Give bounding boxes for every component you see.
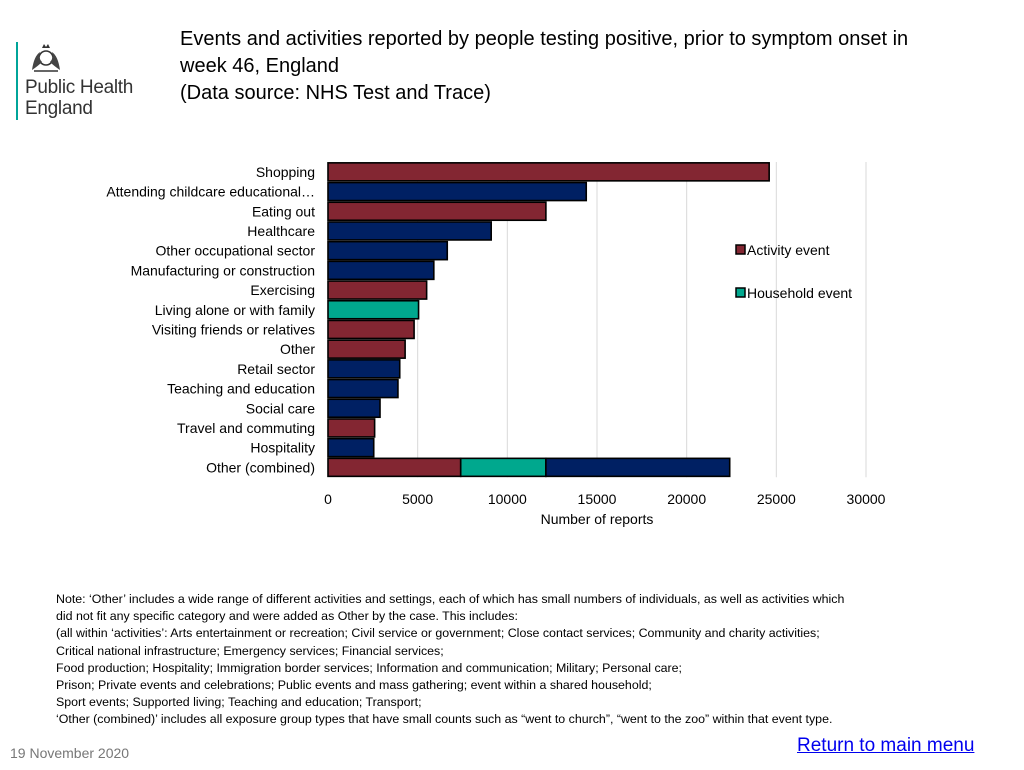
category-label: Shopping <box>256 164 315 180</box>
note-line: Food production; Hospitality; Immigratio… <box>56 660 682 675</box>
category-label: Exercising <box>250 282 315 298</box>
category-label: Travel and commuting <box>177 420 315 436</box>
bar-activity <box>327 339 406 359</box>
x-tick-label: 15000 <box>578 491 617 507</box>
bar-activity <box>327 457 462 478</box>
bar-workplace <box>327 260 435 281</box>
category-label: Hospitality <box>250 440 315 456</box>
legend-swatch-household <box>735 287 746 298</box>
bar-household <box>327 299 420 320</box>
x-tick-label: 20000 <box>667 491 706 507</box>
category-label: Other <box>280 341 315 357</box>
note-line: Note: ‘Other’ includes a wide range of d… <box>56 592 845 606</box>
note-line: Prison; Private events and celebrations;… <box>56 678 652 693</box>
note-line: (all within ‘activities’: Arts entertain… <box>56 626 820 641</box>
return-to-main-menu-link[interactable]: Return to main menu <box>797 735 975 756</box>
category-label: Retail sector <box>237 361 315 377</box>
bar-workplace <box>327 221 492 241</box>
category-label: Social care <box>246 400 315 416</box>
legend-swatch-activity <box>735 244 746 255</box>
bars <box>327 162 770 478</box>
x-tick-labels: 0 5000 10000 15000 20000 25000 30000 <box>324 491 886 507</box>
logo-accent-bar <box>16 42 18 120</box>
bar-workplace <box>327 181 588 202</box>
note-line: did not fit any specific category and we… <box>56 609 518 624</box>
category-label: Attending childcare educational… <box>106 184 315 200</box>
royal-crest-icon <box>32 44 60 72</box>
x-tick-label: 0 <box>324 491 332 507</box>
note-line: ‘Other (combined)’ includes all exposure… <box>56 712 833 727</box>
footnote: Note: ‘Other’ includes a wide range of d… <box>56 591 996 729</box>
bar-workplace <box>327 359 401 379</box>
bar-activity <box>327 201 547 222</box>
category-label: Eating out <box>252 203 315 219</box>
category-label: Living alone or with family <box>155 302 315 318</box>
logo-line-1: Public Health <box>25 77 134 98</box>
slide-date: 19 November 2020 <box>10 745 130 761</box>
category-label: Visiting friends or relatives <box>152 321 315 337</box>
bar-workplace <box>327 398 381 419</box>
title-line-1: Events and activities reported by people… <box>180 28 909 50</box>
title-line-2: week 46, England <box>180 55 340 77</box>
phe-logo: Public Health England <box>14 42 154 122</box>
category-labels: Shopping Attending childcare educational…… <box>106 164 315 476</box>
category-label: Healthcare <box>247 223 315 239</box>
bar-workplace <box>545 457 731 478</box>
legend-label: Household event <box>747 285 852 301</box>
x-tick-label: 5000 <box>402 491 433 507</box>
bar-chart: Shopping Attending childcare educational…… <box>106 162 886 527</box>
bar-activity <box>327 319 415 340</box>
slide-title: Events and activities reported by people… <box>180 26 1020 107</box>
category-label: Teaching and education <box>167 381 315 397</box>
bar-workplace <box>327 378 399 399</box>
bar-activity <box>327 418 376 438</box>
bar-activity <box>327 280 428 300</box>
x-tick-label: 25000 <box>757 491 796 507</box>
legend-label: Activity event <box>747 242 830 258</box>
bar-activity <box>327 162 770 182</box>
legend: Activity event Household event <box>735 242 852 301</box>
x-tick-label: 30000 <box>847 491 886 507</box>
title-line-3: (Data source: NHS Test and Trace) <box>180 82 491 104</box>
category-label: Other occupational sector <box>155 243 315 259</box>
x-tick-label: 10000 <box>488 491 527 507</box>
note-line: Critical national infrastructure; Emerge… <box>56 643 444 658</box>
category-label: Other (combined) <box>206 459 315 475</box>
note-line: Sport events; Supported living; Teaching… <box>56 695 422 710</box>
bar-workplace <box>327 437 375 458</box>
x-axis-label: Number of reports <box>541 511 654 527</box>
category-label: Manufacturing or construction <box>131 262 315 278</box>
bar-household <box>459 457 547 478</box>
logo-line-2: England <box>25 98 93 119</box>
bar-workplace <box>327 240 449 261</box>
logo-text: Public Health England <box>25 77 133 119</box>
